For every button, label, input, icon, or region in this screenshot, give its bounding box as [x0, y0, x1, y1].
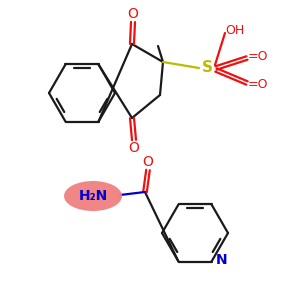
Text: =O: =O [248, 79, 268, 92]
Text: N: N [216, 253, 227, 267]
Text: H₂N: H₂N [78, 189, 108, 203]
Text: =O: =O [248, 50, 268, 62]
Text: O: O [128, 7, 138, 21]
Text: O: O [142, 155, 153, 169]
Text: S: S [202, 61, 212, 76]
Text: OH: OH [225, 23, 244, 37]
Text: O: O [129, 141, 140, 155]
Ellipse shape [64, 181, 122, 211]
